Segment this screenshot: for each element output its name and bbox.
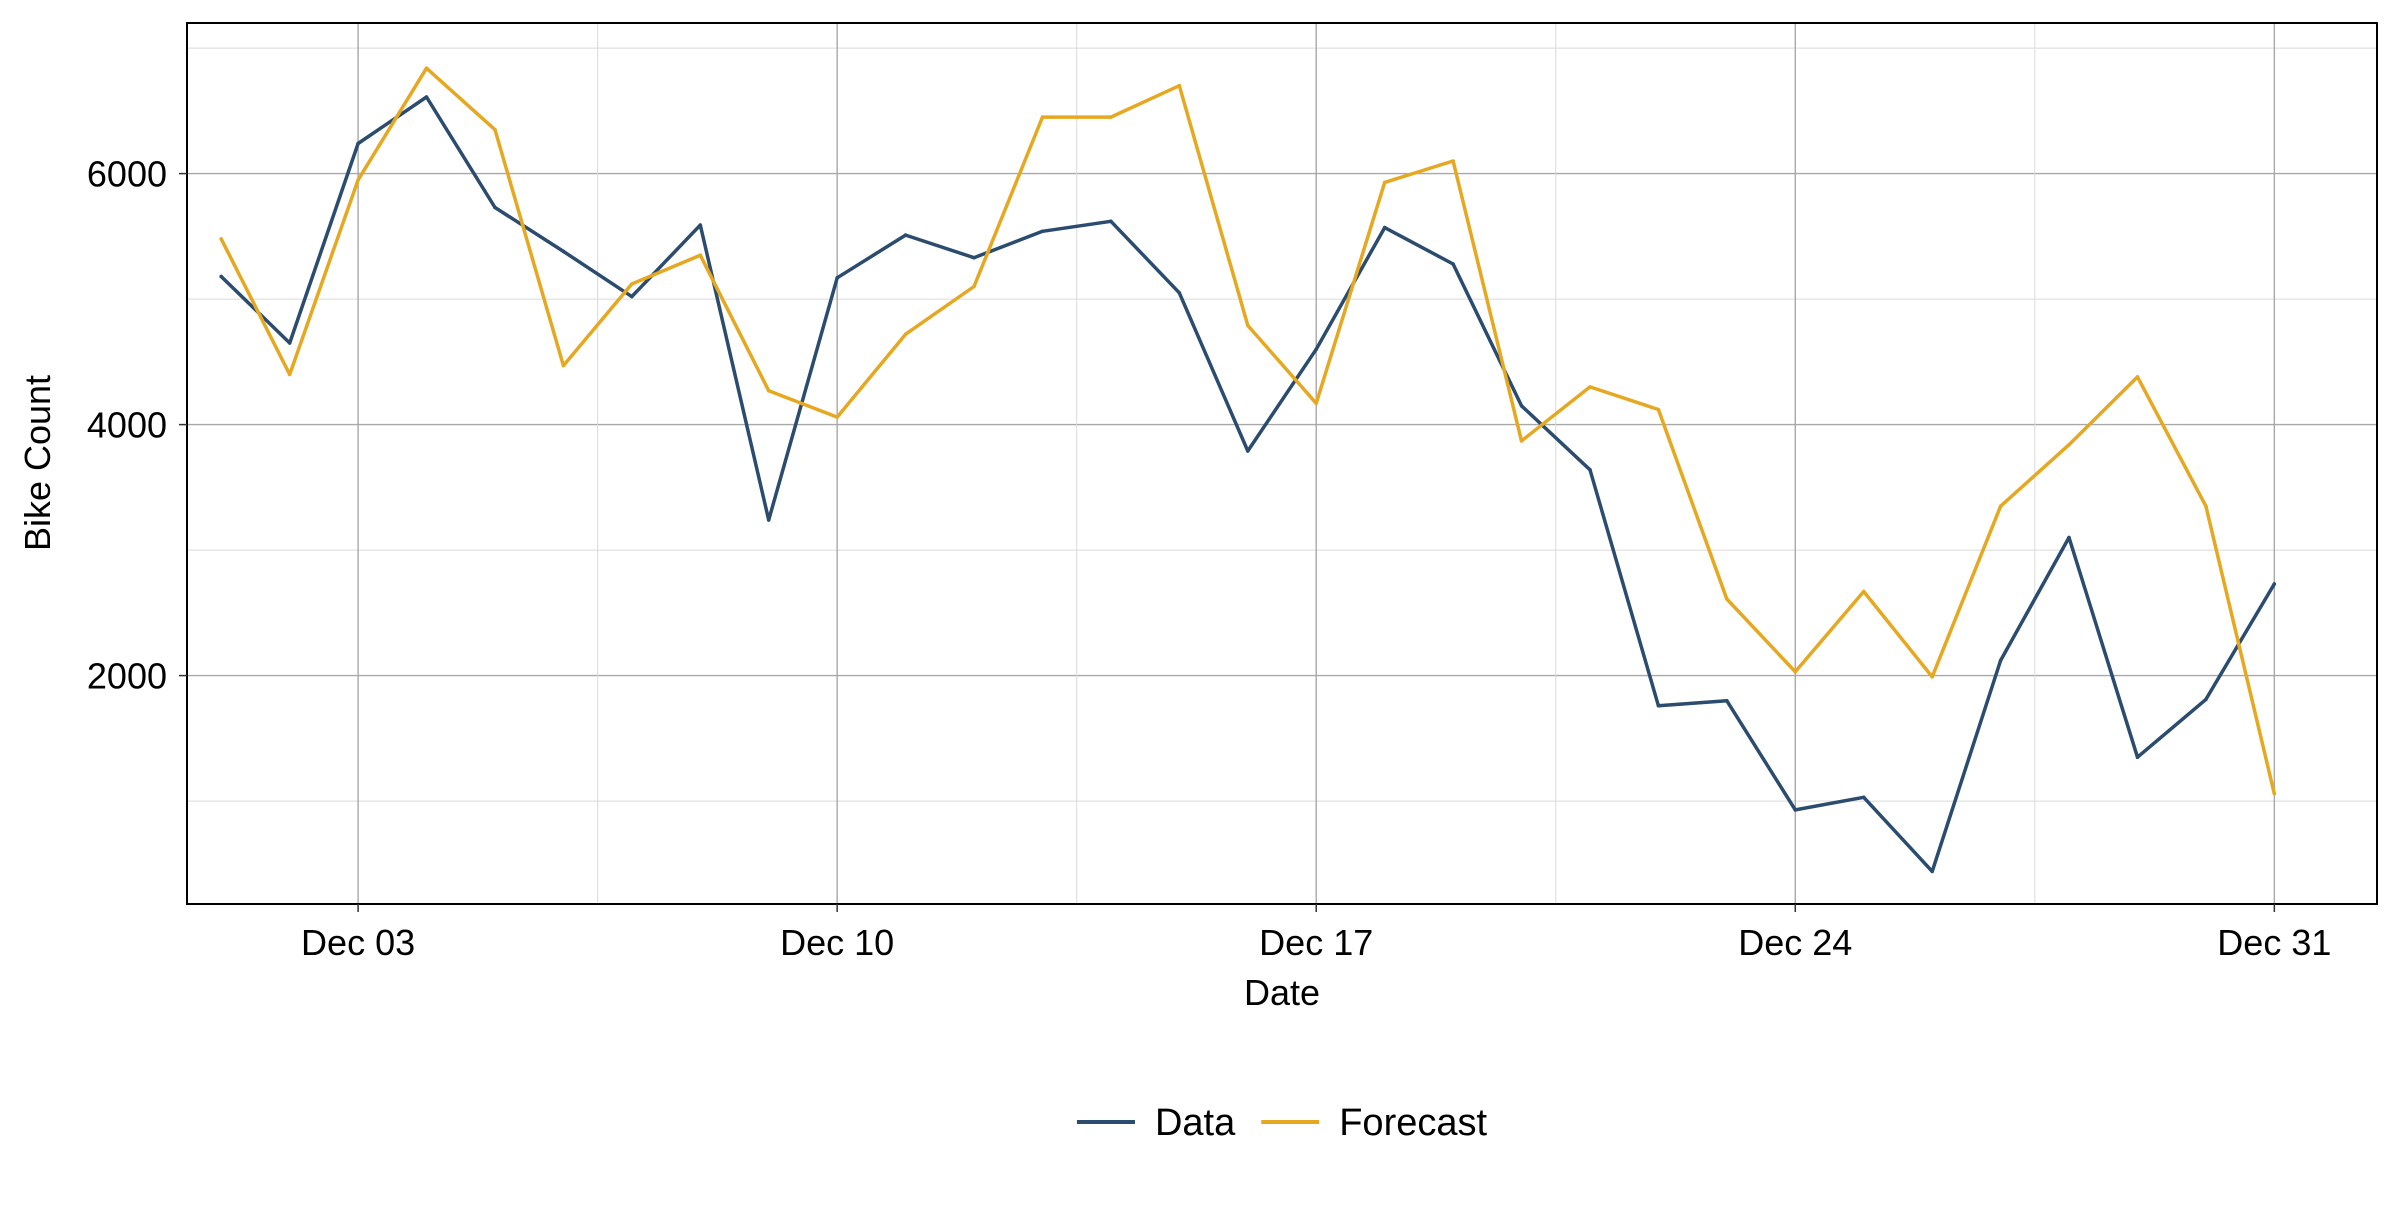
x-tick-label: Dec 24 bbox=[1738, 922, 1852, 963]
data-data-point bbox=[2204, 697, 2208, 702]
forecast-data-point bbox=[1793, 670, 1798, 674]
forecast-data-point bbox=[1040, 115, 1045, 119]
forecast-data-point bbox=[1725, 597, 1729, 601]
forecast-data-point bbox=[972, 284, 976, 289]
data-data-point bbox=[1998, 658, 2003, 663]
x-tick-label: Dec 31 bbox=[2217, 922, 2331, 963]
data-data-point bbox=[1793, 808, 1798, 812]
legend: Data Forecast bbox=[1076, 1102, 1487, 1144]
data-data-point bbox=[424, 95, 429, 99]
forecast-data-point bbox=[835, 415, 839, 419]
data-data-point bbox=[766, 518, 771, 522]
forecast-data-point bbox=[219, 237, 223, 241]
forecast-data-point bbox=[1930, 675, 1934, 679]
forecast-series-line bbox=[219, 66, 2277, 796]
data-data-point bbox=[1656, 703, 1661, 708]
forecast-data-point bbox=[2204, 504, 2208, 509]
data-data-point bbox=[1382, 225, 1387, 230]
data-data-point bbox=[1930, 869, 1934, 874]
data-data-point bbox=[287, 341, 292, 345]
data-data-point bbox=[219, 274, 223, 279]
x-tick-label: Dec 10 bbox=[780, 922, 894, 963]
forecast-data-point bbox=[1998, 504, 2003, 509]
data-data-point bbox=[1588, 468, 1592, 472]
plot-frame bbox=[186, 22, 2378, 905]
data-data-point bbox=[1861, 795, 1866, 800]
x-tick-label: Dec 03 bbox=[301, 922, 415, 963]
forecast-data-point bbox=[630, 282, 634, 286]
forecast-data-point bbox=[424, 66, 429, 70]
legend-label: Forecast bbox=[1339, 1102, 1487, 1144]
forecast-data-point bbox=[1109, 115, 1113, 119]
data-series-line bbox=[219, 95, 2277, 874]
forecast-data-point bbox=[1314, 401, 1318, 406]
data-data-point bbox=[698, 223, 703, 227]
forecast-data-point bbox=[561, 363, 566, 368]
x-axis-ticks: Dec 03 Dec 10 Dec 17 Dec 24 Dec 31 bbox=[301, 904, 2331, 963]
forecast-data-point bbox=[1246, 323, 1250, 328]
y-axis-title: Bike Count bbox=[17, 375, 58, 551]
forecast-data-point bbox=[2067, 442, 2071, 447]
data-data-point bbox=[356, 141, 360, 146]
y-tick-label: 6000 bbox=[87, 154, 167, 195]
data-data-point bbox=[1040, 229, 1045, 234]
forecast-data-point bbox=[1861, 589, 1866, 594]
forecast-data-point bbox=[1177, 83, 1182, 88]
x-axis-title: Date bbox=[1244, 972, 1320, 1013]
forecast-data-point bbox=[1656, 407, 1661, 412]
data-data-point bbox=[2135, 755, 2140, 759]
data-data-point bbox=[835, 276, 839, 280]
forecast-data-point bbox=[356, 178, 360, 182]
forecast-data-point bbox=[903, 332, 908, 337]
x-tick-label: Dec 17 bbox=[1259, 922, 1373, 963]
data-data-point bbox=[561, 249, 566, 254]
y-axis-ticks: 2000 4000 6000 bbox=[87, 154, 187, 697]
forecast-data-point bbox=[1451, 159, 1455, 163]
forecast-data-point bbox=[2272, 791, 2277, 796]
data-data-point bbox=[493, 205, 497, 210]
data-data-point bbox=[630, 294, 634, 299]
legend-item-forecast: Forecast bbox=[1261, 1102, 1487, 1144]
data-data-point bbox=[1725, 698, 1729, 703]
data-data-point bbox=[1246, 449, 1250, 453]
forecast-data-point bbox=[1588, 385, 1592, 389]
legend-item-data: Data bbox=[1076, 1102, 1236, 1144]
data-data-point bbox=[1519, 404, 1524, 408]
data-data-point bbox=[1314, 347, 1318, 352]
data-data-point bbox=[2272, 582, 2277, 586]
data-data-point bbox=[1177, 291, 1182, 295]
data-data-point bbox=[1109, 219, 1113, 224]
grid bbox=[187, 23, 2377, 904]
forecast-data-point bbox=[2135, 375, 2140, 379]
legend-label: Data bbox=[1155, 1102, 1236, 1144]
forecast-data-point bbox=[698, 253, 703, 257]
data-data-point bbox=[903, 233, 908, 237]
data-data-point bbox=[972, 255, 976, 260]
forecast-data-point bbox=[1519, 439, 1524, 443]
series-lines bbox=[219, 66, 2277, 874]
y-tick-label: 4000 bbox=[87, 405, 167, 446]
forecast-data-point bbox=[287, 372, 292, 377]
forecast-data-point bbox=[1382, 180, 1387, 185]
forecast-data-point bbox=[493, 127, 497, 132]
y-tick-label: 2000 bbox=[87, 656, 167, 697]
data-data-point bbox=[2067, 535, 2071, 540]
data-data-point bbox=[1451, 262, 1455, 266]
forecast-data-point bbox=[766, 388, 771, 393]
